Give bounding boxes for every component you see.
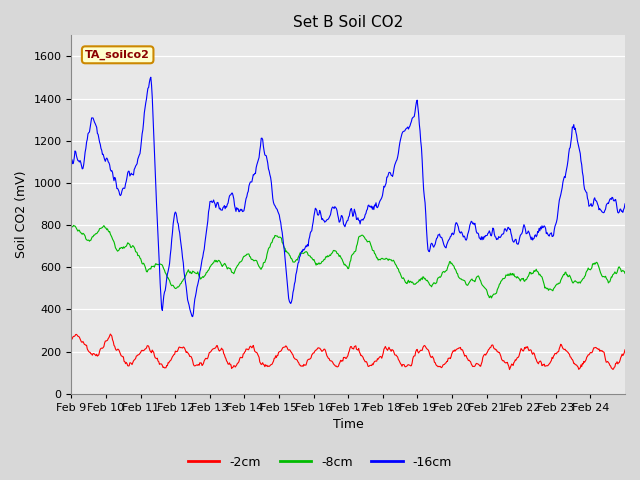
-16cm (147, 74, 155, 80)
-2cm (133, 353, 141, 359)
-2cm (406, 362, 413, 368)
-2cm (437, 364, 445, 370)
-16cm (189, 314, 196, 320)
-8cm (406, 278, 413, 284)
-8cm (133, 250, 141, 255)
-8cm (488, 295, 495, 301)
-16cm (407, 120, 415, 126)
Y-axis label: Soil CO2 (mV): Soil CO2 (mV) (15, 171, 28, 258)
-8cm (437, 274, 445, 279)
-16cm (284, 288, 292, 293)
-2cm (235, 359, 243, 365)
Line: -16cm: -16cm (72, 77, 625, 317)
-16cm (621, 201, 629, 207)
-2cm (106, 331, 114, 337)
-16cm (263, 157, 271, 163)
-2cm (506, 367, 513, 372)
-2cm (284, 345, 291, 351)
-16cm (236, 209, 243, 215)
Title: Set B Soil CO2: Set B Soil CO2 (293, 15, 403, 30)
-16cm (132, 162, 140, 168)
-8cm (621, 271, 629, 276)
Text: TA_soilco2: TA_soilco2 (85, 49, 150, 60)
-8cm (235, 261, 243, 266)
-2cm (262, 363, 270, 369)
Line: -8cm: -8cm (72, 226, 625, 298)
Line: -2cm: -2cm (72, 334, 625, 370)
-16cm (438, 234, 445, 240)
-2cm (68, 337, 76, 343)
-8cm (70, 223, 77, 228)
X-axis label: Time: Time (333, 419, 364, 432)
-16cm (68, 156, 76, 162)
-2cm (621, 347, 629, 353)
Legend: -2cm, -8cm, -16cm: -2cm, -8cm, -16cm (183, 451, 457, 474)
-8cm (68, 223, 76, 229)
-8cm (262, 256, 270, 262)
-8cm (284, 250, 291, 255)
